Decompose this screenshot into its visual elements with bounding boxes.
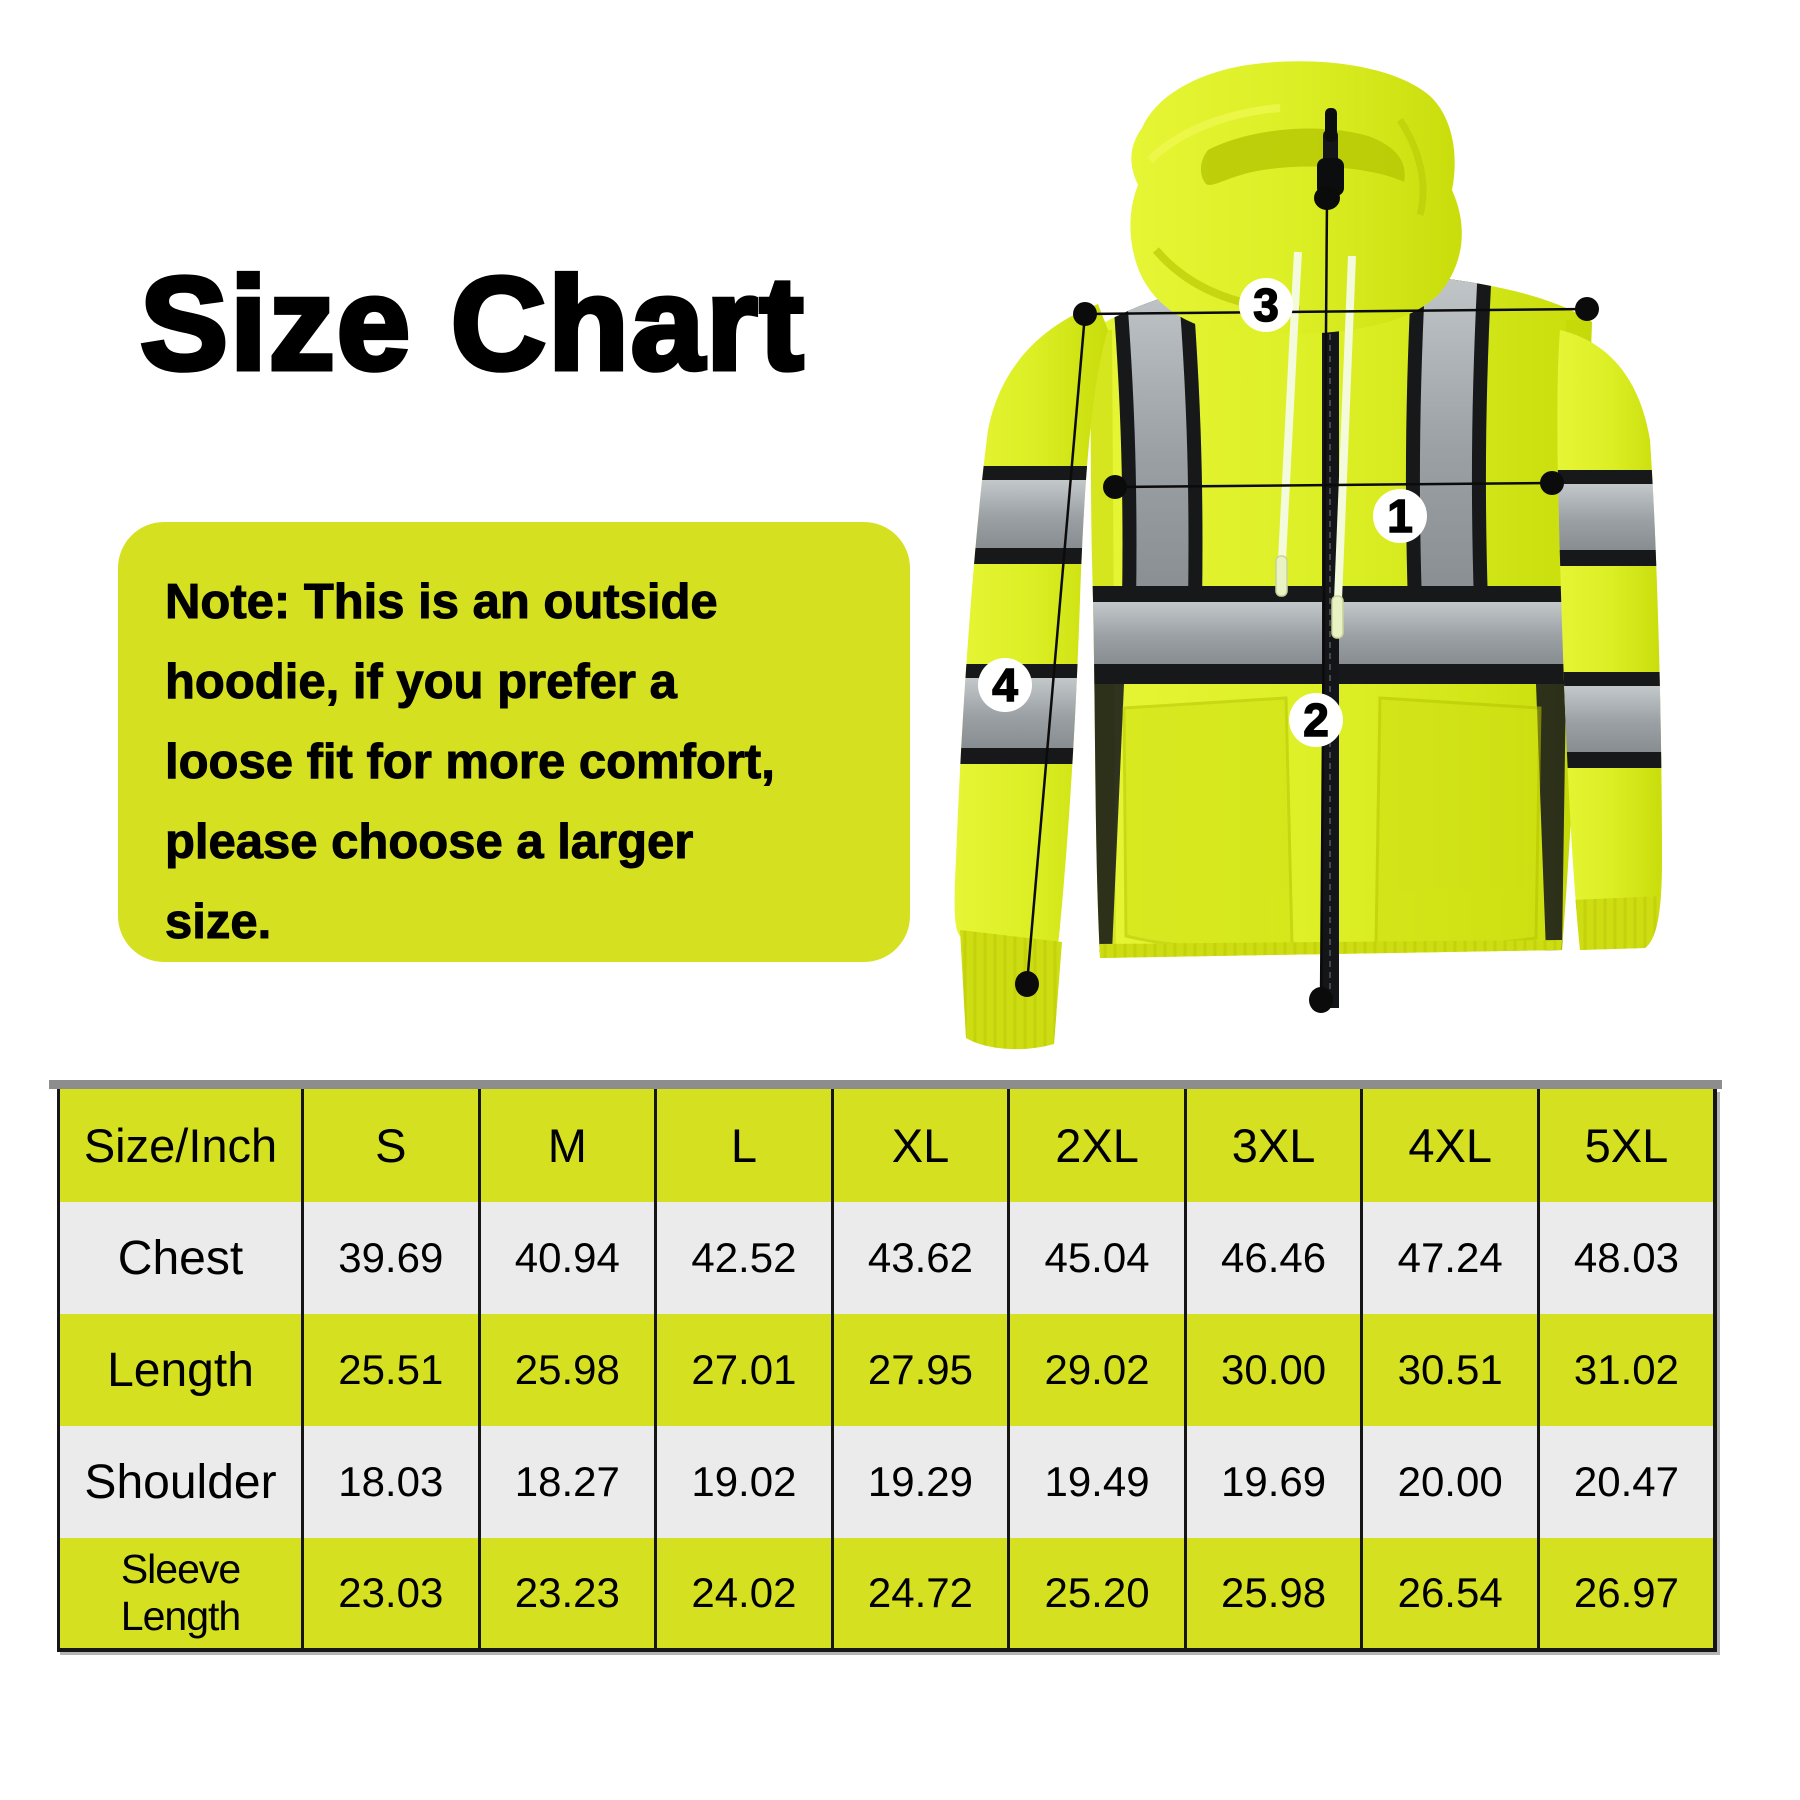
column-header-s: S (301, 1089, 480, 1202)
note-line: size. (165, 895, 272, 950)
table-header-row: Size/Inch S M L XL 2XL 3XL 4XL 5XL (58, 1089, 1715, 1202)
cell-length-3xl: 30.00 (1183, 1314, 1362, 1426)
dot-cuff (1015, 971, 1039, 997)
dot-hem-bottom (1309, 987, 1333, 1013)
marker-3-badge: 3 (1239, 278, 1293, 332)
measurement-line-length (1319, 197, 1329, 1003)
table-row-chest: Chest 39.69 40.94 42.52 43.62 45.04 46.4… (58, 1202, 1715, 1314)
measurement-badges: 1 2 3 4 (978, 278, 1427, 747)
cell-chest-5xl: 48.03 (1536, 1202, 1715, 1314)
cell-shoulder-l: 19.02 (654, 1426, 833, 1538)
cell-chest-xl: 43.62 (830, 1202, 1009, 1314)
cell-shoulder-3xl: 19.69 (1183, 1426, 1362, 1538)
cell-shoulder-m: 18.27 (477, 1426, 656, 1538)
hood-opening (1200, 128, 1405, 185)
cell-chest-m: 40.94 (477, 1202, 656, 1314)
marker-3-label: 3 (1253, 279, 1279, 331)
measurement-line-shoulder (1084, 307, 1588, 316)
reflective-bands-right-sleeve (1557, 470, 1662, 950)
side-strip-left (1094, 684, 1124, 952)
pocket-right (1374, 696, 1542, 948)
note-line: please choose a larger (165, 815, 694, 870)
hood (1130, 61, 1462, 639)
drawstrings (1275, 251, 1356, 639)
dot-chest-left (1103, 475, 1127, 499)
cell-chest-2xl: 45.04 (1007, 1202, 1186, 1314)
marker-4-badge: 4 (978, 658, 1032, 712)
note-line: loose fit for more comfort, (165, 735, 776, 790)
note-box: Note: This is an outside hoodie, if you … (118, 522, 910, 962)
marker-4-label: 4 (992, 659, 1018, 711)
reflective-stripe-vertical-right (1405, 277, 1492, 606)
cell-sleeve-xl: 24.72 (830, 1538, 1009, 1650)
measurement-line-chest (1114, 481, 1553, 489)
column-header-xl: XL (830, 1089, 1009, 1202)
cell-shoulder-5xl: 20.47 (1536, 1426, 1715, 1538)
cell-sleeve-l: 24.02 (654, 1538, 833, 1650)
row-label-chest: Chest (117, 1231, 244, 1285)
column-header-l: L (654, 1089, 833, 1202)
column-header-3xl: 3XL (1183, 1089, 1362, 1202)
table-top-border (49, 1080, 1722, 1089)
cell-sleeve-2xl: 25.20 (1007, 1538, 1186, 1650)
page-title: Size Chart (138, 248, 806, 400)
cell-sleeve-3xl: 25.98 (1183, 1538, 1362, 1650)
dot-collar-top (1314, 186, 1340, 210)
marker-1-label: 1 (1387, 490, 1413, 542)
cell-length-5xl: 31.02 (1536, 1314, 1715, 1426)
cell-length-m: 25.98 (477, 1314, 656, 1426)
marker-2-badge: 2 (1289, 693, 1343, 747)
side-strip-right (1536, 684, 1566, 952)
dot-shoulder-right (1575, 297, 1599, 321)
cell-sleeve-s: 23.03 (301, 1538, 480, 1650)
dot-shoulder-left (1073, 302, 1097, 326)
cell-chest-3xl: 46.46 (1183, 1202, 1362, 1314)
marker-1-badge: 1 (1373, 489, 1427, 543)
column-header-m: M (477, 1089, 656, 1202)
cell-shoulder-xl: 19.29 (830, 1426, 1009, 1538)
left-cuff (960, 930, 1062, 1050)
right-sleeve (1557, 330, 1662, 950)
cell-length-2xl: 29.02 (1007, 1314, 1186, 1426)
table-row-shoulder: Shoulder 18.03 18.27 19.02 19.29 19.49 1… (58, 1426, 1715, 1538)
note-line: hoodie, if you prefer a (165, 655, 678, 710)
cell-length-l: 27.01 (654, 1314, 833, 1426)
cell-shoulder-2xl: 19.49 (1007, 1426, 1186, 1538)
cell-chest-s: 39.69 (301, 1202, 480, 1314)
cell-length-s: 25.51 (301, 1314, 480, 1426)
zipper-pull (1317, 108, 1344, 196)
cell-shoulder-s: 18.03 (301, 1426, 480, 1538)
row-label-sleeve-length: Sleeve Length (120, 1546, 241, 1639)
cell-sleeve-4xl: 26.54 (1360, 1538, 1539, 1650)
measurement-lines (1025, 197, 1588, 1003)
cell-chest-l: 42.52 (654, 1202, 833, 1314)
cell-sleeve-m: 23.23 (477, 1538, 656, 1650)
pocket-left (1122, 696, 1294, 949)
marker-2-label: 2 (1303, 694, 1329, 746)
cell-chest-4xl: 47.24 (1360, 1202, 1539, 1314)
measurement-dots (1015, 186, 1599, 1013)
cell-sleeve-5xl: 26.97 (1536, 1538, 1715, 1650)
reflective-stripe-vertical-left (1111, 277, 1203, 605)
cell-length-4xl: 30.51 (1360, 1314, 1539, 1426)
left-sleeve (954, 304, 1108, 1050)
table-row-sleeve-length: Sleeve Length 23.03 23.23 24.02 24.72 25… (58, 1538, 1715, 1650)
row-label-shoulder: Shoulder (84, 1455, 277, 1509)
dot-chest-right (1540, 471, 1564, 495)
size-table: Size/Inch S M L XL 2XL 3XL 4XL 5XL Chest… (57, 1089, 1717, 1652)
cell-length-xl: 27.95 (830, 1314, 1009, 1426)
hoodie-illustration: 1 2 3 4 (954, 61, 1662, 1050)
cell-shoulder-4xl: 20.00 (1360, 1426, 1539, 1538)
column-header-2xl: 2XL (1007, 1089, 1186, 1202)
note-line: Note: This is an outside (165, 575, 719, 630)
column-header-size-inch: Size/Inch (83, 1119, 278, 1172)
column-header-5xl: 5XL (1536, 1089, 1715, 1202)
row-label-length: Length (107, 1343, 254, 1397)
table-row-length: Length 25.51 25.98 27.01 27.95 29.02 30.… (58, 1314, 1715, 1426)
measurement-line-sleeve (1025, 313, 1087, 985)
column-header-4xl: 4XL (1360, 1089, 1539, 1202)
